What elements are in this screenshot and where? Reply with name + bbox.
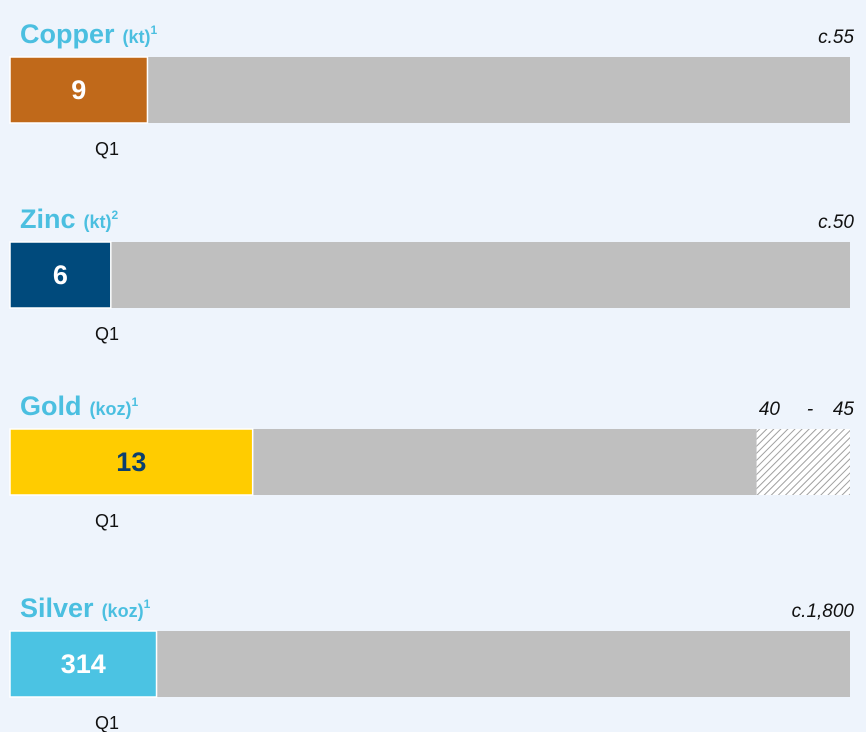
target-label: c.55: [818, 27, 854, 48]
target-bar: [10, 242, 850, 308]
target-label: c.1,800: [792, 601, 855, 622]
category-label: Q1: [95, 511, 119, 531]
target-bar: [10, 57, 850, 123]
metal-name: Gold: [20, 391, 82, 421]
value-label: 314: [61, 649, 106, 679]
category-label: Q1: [95, 139, 119, 159]
metal-name: Copper: [20, 19, 115, 49]
unit: (kt): [123, 27, 151, 47]
metal-name: Zinc: [20, 204, 76, 234]
unit: (koz): [90, 399, 132, 419]
panel-title: Copper (kt)1: [20, 19, 158, 49]
progress-bar: [9, 630, 158, 698]
category-label: Q1: [95, 713, 119, 732]
target-low-label: 40: [759, 399, 781, 420]
footnote: 2: [112, 208, 119, 222]
progress-bar: [9, 428, 254, 496]
target-range: [756, 429, 850, 495]
value-label: 9: [71, 75, 86, 105]
metal-name: Silver: [20, 593, 94, 623]
progress-bar: [9, 241, 112, 309]
footnote: 1: [144, 597, 151, 611]
category-label: Q1: [95, 324, 119, 344]
target-sep: -: [807, 399, 813, 420]
unit: (kt): [84, 212, 112, 232]
target-high-label: 45: [833, 399, 855, 420]
panel-title: Silver (koz)1: [20, 593, 151, 623]
panel-title: Gold (koz)1: [20, 391, 139, 421]
footnote: 1: [151, 23, 158, 37]
progress-bar: [9, 56, 149, 124]
footnote: 1: [132, 395, 139, 409]
value-label: 13: [116, 447, 146, 477]
panel-title: Zinc (kt)2: [20, 204, 119, 234]
value-label: 6: [53, 260, 68, 290]
unit: (koz): [102, 601, 144, 621]
target-label: c.50: [818, 212, 854, 233]
